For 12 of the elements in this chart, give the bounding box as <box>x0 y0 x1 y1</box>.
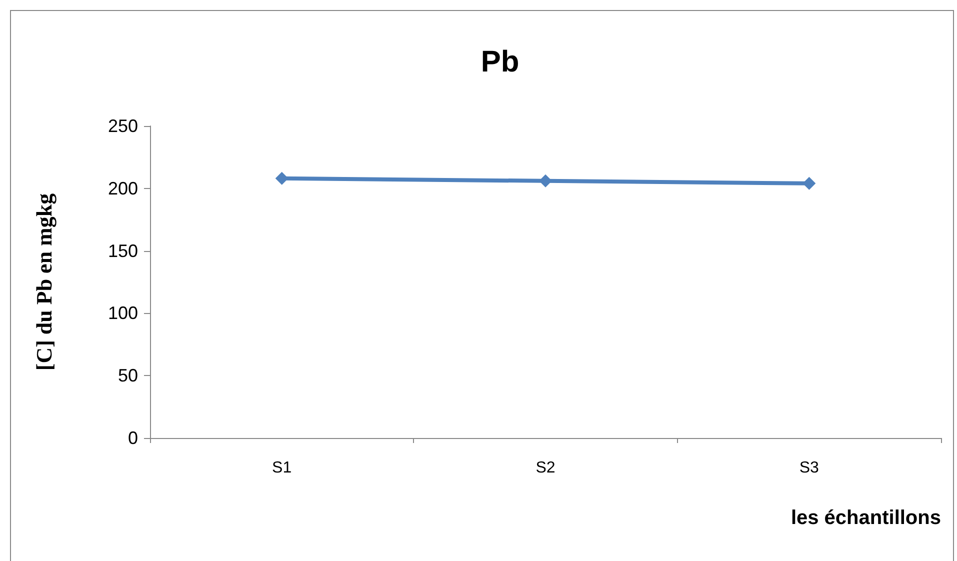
x-tick-label: S2 <box>536 460 556 476</box>
x-tick-label: S3 <box>799 460 820 476</box>
y-axis-title: [C] du Pb en mgkg <box>32 193 56 371</box>
y-tick-label: 200 <box>108 178 138 198</box>
y-tick-label: 0 <box>128 428 138 448</box>
x-tick-label: S1 <box>272 460 292 476</box>
y-tick-label: 100 <box>108 303 138 324</box>
y-tick-label: 50 <box>118 366 138 386</box>
y-tick-label: 150 <box>108 240 138 261</box>
chart-title: Pb <box>480 46 520 78</box>
x-axis-title: les échantillons <box>790 507 941 529</box>
y-tick-label: 250 <box>108 116 138 136</box>
